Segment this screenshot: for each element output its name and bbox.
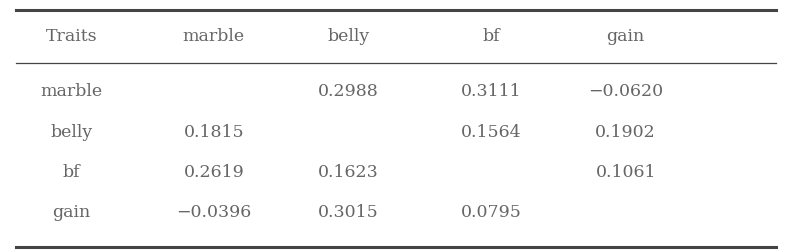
Text: 0.0795: 0.0795 — [461, 204, 521, 222]
Text: marble: marble — [40, 83, 102, 101]
Text: −0.0396: −0.0396 — [176, 204, 252, 222]
Text: 0.2988: 0.2988 — [318, 83, 379, 101]
Text: marble: marble — [183, 28, 245, 45]
Text: 0.1564: 0.1564 — [461, 124, 521, 141]
Text: 0.1902: 0.1902 — [596, 124, 656, 141]
Text: bf: bf — [482, 28, 500, 45]
Text: gain: gain — [607, 28, 645, 45]
Text: 0.2619: 0.2619 — [184, 164, 244, 181]
Text: gain: gain — [52, 204, 90, 222]
Text: 0.1623: 0.1623 — [318, 164, 379, 181]
Text: belly: belly — [327, 28, 370, 45]
Text: −0.0620: −0.0620 — [588, 83, 663, 101]
Text: Traits: Traits — [45, 28, 97, 45]
Text: 0.1815: 0.1815 — [184, 124, 244, 141]
Text: bf: bf — [63, 164, 80, 181]
Text: belly: belly — [50, 124, 93, 141]
Text: 0.1061: 0.1061 — [596, 164, 656, 181]
Text: 0.3015: 0.3015 — [318, 204, 379, 222]
Text: 0.3111: 0.3111 — [461, 83, 521, 101]
